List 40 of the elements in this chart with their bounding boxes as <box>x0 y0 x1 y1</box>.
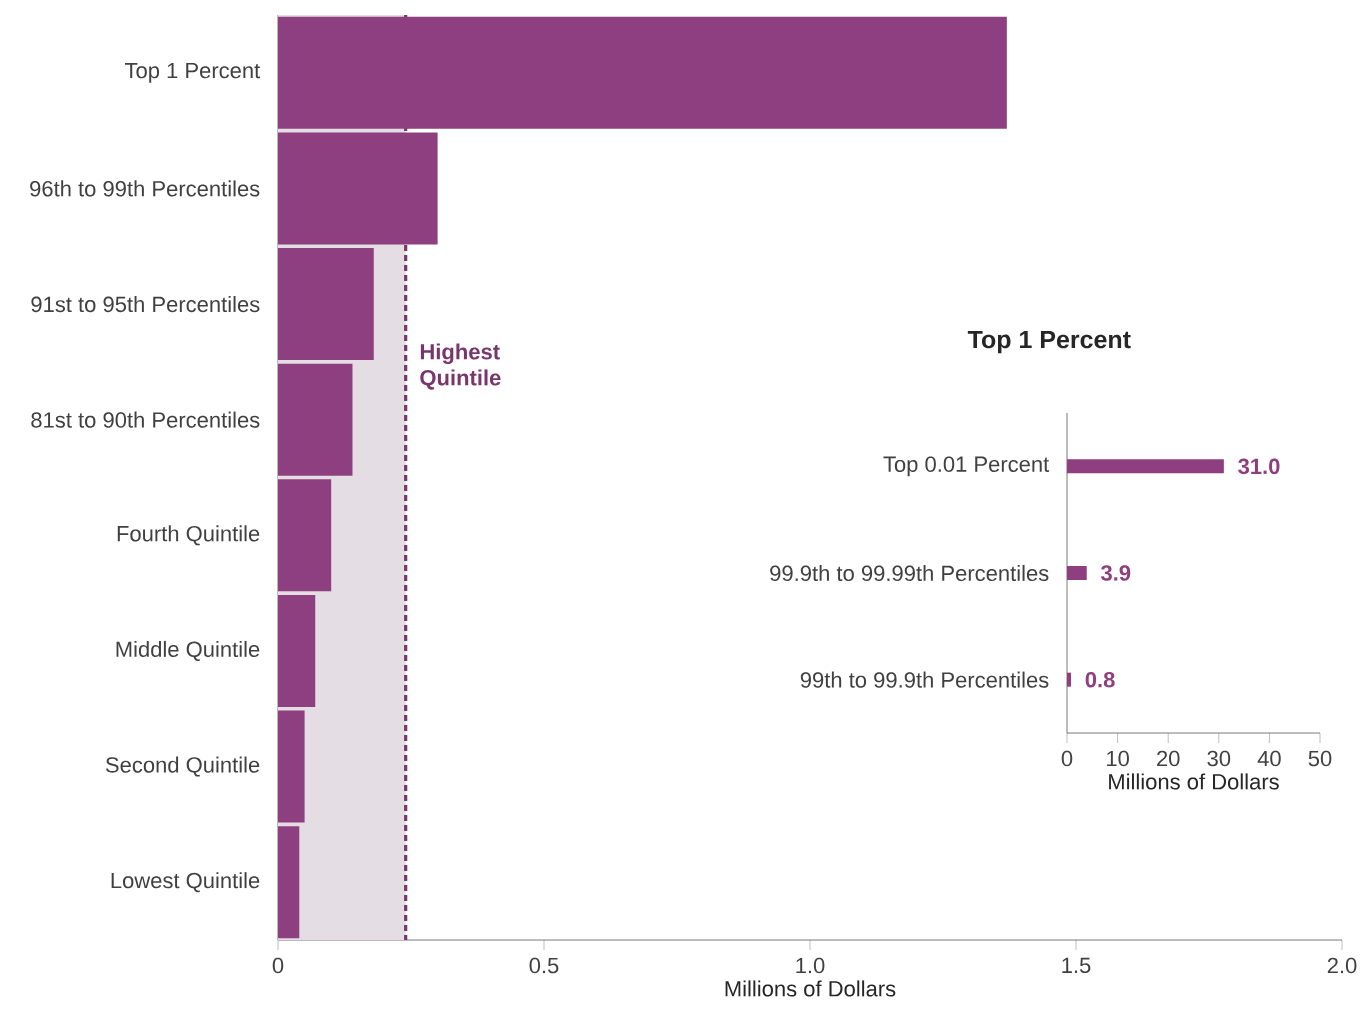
bar <box>1067 672 1072 687</box>
y-tick-label: 96th to 99th Percentiles <box>30 180 260 197</box>
bar <box>278 710 305 823</box>
x-tick-label: 0 <box>272 957 284 974</box>
bar <box>278 479 332 592</box>
data-label: 3.9 <box>1100 565 1131 581</box>
bar <box>278 826 300 939</box>
y-tick-label: Top 0.01 Percent <box>883 456 1050 477</box>
y-tick-label: Top 1 Percent <box>125 62 261 83</box>
x-axis-title: Millions of Dollars <box>725 980 896 997</box>
y-tick-label: 81st to 90th Percentiles <box>31 411 260 428</box>
y-tick-label: Fourth Quintile <box>117 525 260 546</box>
y-tick-label: Middle Quintile <box>116 640 260 661</box>
bar <box>278 594 316 707</box>
x-tick-label: 2.0 <box>1327 957 1357 974</box>
bar <box>1067 459 1224 474</box>
y-tick-label: Second Quintile <box>105 756 260 777</box>
x-tick-label: 0.5 <box>529 957 559 974</box>
bar <box>1067 566 1087 580</box>
chart-title: Top 1 Percent <box>967 330 1131 354</box>
x-tick-label: 0 <box>1061 750 1073 767</box>
y-tick-label: 99.9th to 99.99th Percentiles <box>770 564 1049 582</box>
bar <box>278 132 438 245</box>
x-tick-label: 20 <box>1157 750 1180 767</box>
bar <box>278 363 353 476</box>
x-tick-label: 30 <box>1207 750 1231 767</box>
x-tick-label: 1.0 <box>796 957 825 974</box>
bar <box>278 248 374 361</box>
x-tick-label: 50 <box>1308 750 1332 767</box>
x-tick-label: 10 <box>1107 750 1129 767</box>
x-tick-label: 40 <box>1257 750 1281 767</box>
y-tick-label: Lowest Quintile <box>111 872 260 893</box>
x-tick-label: 1.5 <box>1062 957 1091 974</box>
data-label: 0.8 <box>1085 671 1115 688</box>
data-label: 31.0 <box>1238 458 1280 475</box>
bar <box>278 16 1007 129</box>
ref-line-label: Highest Quintile <box>420 343 501 390</box>
x-axis-title: Millions of Dollars <box>1109 773 1279 790</box>
y-tick-label: 91st to 95th Percentiles <box>31 296 260 313</box>
y-tick-label: 99th to 99.9th Percentiles <box>800 671 1049 688</box>
